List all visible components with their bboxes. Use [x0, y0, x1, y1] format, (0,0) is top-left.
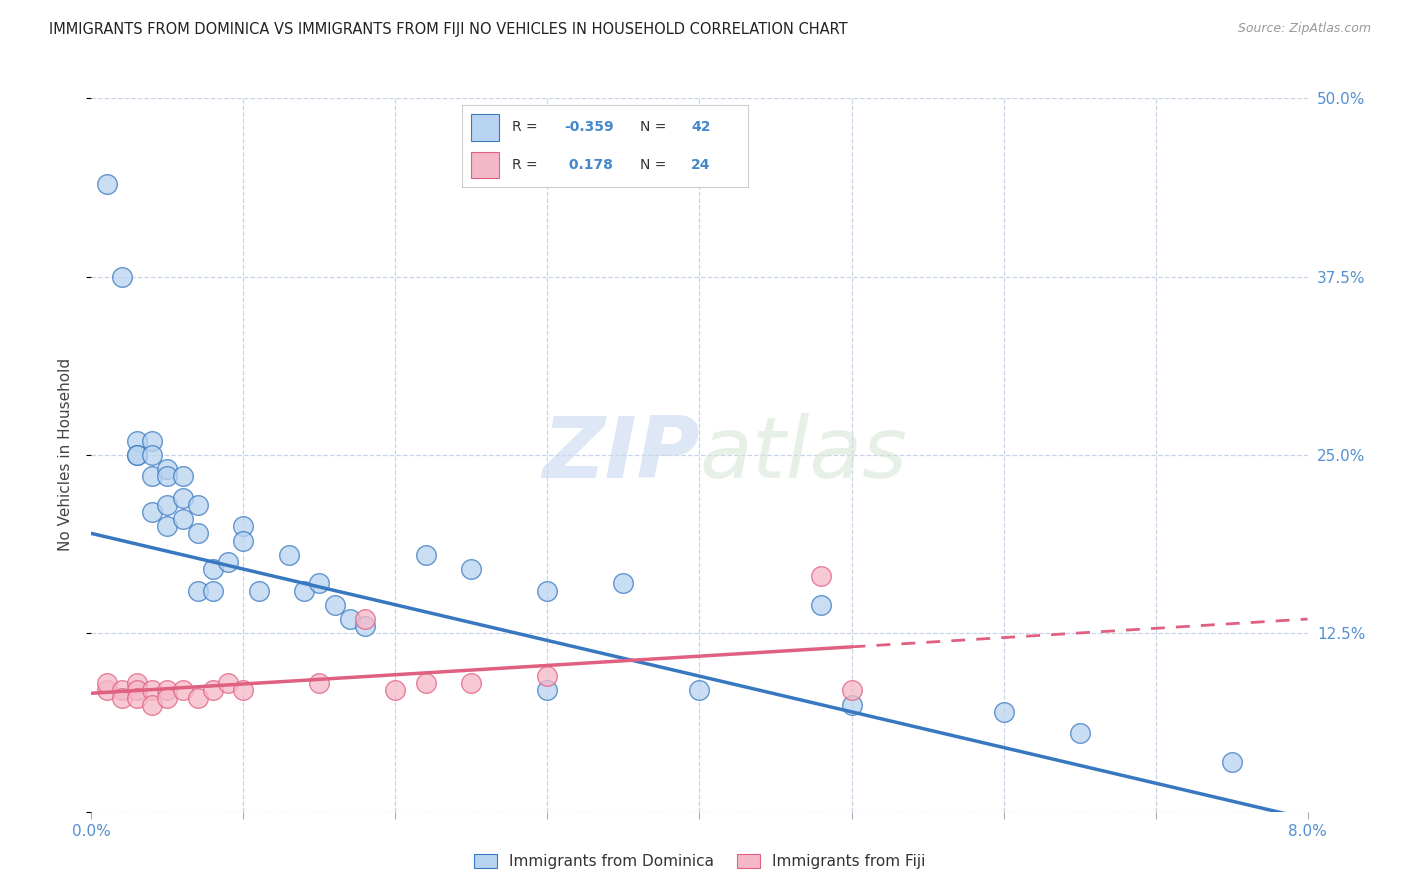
Point: [96, 177, 118, 191]
Point: [232, 683, 254, 698]
Point: [125, 683, 148, 698]
Text: atlas: atlas: [699, 413, 907, 497]
Point: [460, 562, 482, 576]
Point: [247, 583, 270, 598]
Point: [354, 612, 377, 626]
Point: [202, 683, 225, 698]
Point: [415, 676, 437, 690]
Point: [323, 598, 346, 612]
Point: [187, 690, 209, 705]
Point: [1069, 726, 1091, 740]
Point: [354, 619, 377, 633]
Point: [217, 676, 239, 690]
Point: [810, 569, 832, 583]
Point: [232, 519, 254, 533]
Point: [156, 498, 179, 512]
Point: [156, 462, 179, 476]
Point: [278, 548, 301, 562]
Point: [125, 676, 148, 690]
Point: [308, 576, 330, 591]
Point: [141, 448, 163, 462]
Point: [156, 690, 179, 705]
Point: [339, 612, 361, 626]
Point: [172, 491, 194, 505]
Point: [141, 505, 163, 519]
Point: [536, 683, 558, 698]
Text: Source: ZipAtlas.com: Source: ZipAtlas.com: [1237, 22, 1371, 36]
Point: [96, 676, 118, 690]
Point: [172, 469, 194, 483]
Point: [202, 562, 225, 576]
Point: [125, 690, 148, 705]
Point: [187, 498, 209, 512]
Point: [96, 683, 118, 698]
Point: [536, 583, 558, 598]
Point: [141, 469, 163, 483]
Text: ZIP: ZIP: [541, 413, 699, 497]
Point: [156, 469, 179, 483]
Point: [172, 683, 194, 698]
Point: [125, 448, 148, 462]
Y-axis label: No Vehicles in Household: No Vehicles in Household: [58, 359, 73, 551]
Point: [1220, 755, 1243, 769]
Point: [187, 526, 209, 541]
Point: [308, 676, 330, 690]
Point: [156, 683, 179, 698]
Point: [172, 512, 194, 526]
Point: [841, 683, 863, 698]
Point: [111, 690, 134, 705]
Point: [232, 533, 254, 548]
Point: [111, 683, 134, 698]
Point: [460, 676, 482, 690]
Text: IMMIGRANTS FROM DOMINICA VS IMMIGRANTS FROM FIJI NO VEHICLES IN HOUSEHOLD CORREL: IMMIGRANTS FROM DOMINICA VS IMMIGRANTS F…: [49, 22, 848, 37]
Point: [384, 683, 406, 698]
Point: [415, 548, 437, 562]
Point: [688, 683, 710, 698]
Point: [202, 583, 225, 598]
Point: [993, 705, 1015, 719]
Point: [536, 669, 558, 683]
Point: [612, 576, 634, 591]
Point: [292, 583, 315, 598]
Point: [125, 434, 148, 448]
Point: [141, 683, 163, 698]
Point: [111, 269, 134, 284]
Legend: Immigrants from Dominica, Immigrants from Fiji: Immigrants from Dominica, Immigrants fro…: [468, 848, 931, 875]
Point: [141, 698, 163, 712]
Point: [841, 698, 863, 712]
Point: [187, 583, 209, 598]
Point: [125, 448, 148, 462]
Point: [217, 555, 239, 569]
Point: [810, 598, 832, 612]
Point: [141, 434, 163, 448]
Point: [156, 519, 179, 533]
